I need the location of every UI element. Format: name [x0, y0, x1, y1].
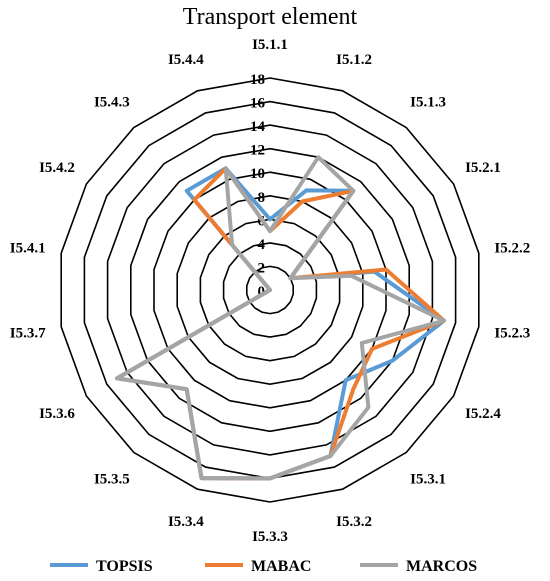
category-label: I5.1.3	[410, 95, 446, 111]
category-label: I5.3.2	[336, 514, 372, 530]
radar-grid	[60, 77, 480, 503]
category-label: I5.3.1	[410, 471, 446, 487]
category-label: I5.4.3	[94, 95, 130, 111]
legend-label: MABAC	[251, 558, 311, 575]
series-lines	[115, 155, 446, 481]
tick-label: 18	[250, 72, 265, 88]
category-label: I5.2.4	[465, 406, 501, 422]
grid-ring	[106, 124, 434, 456]
category-label: I5.3.4	[168, 514, 204, 530]
tick-label: 4	[258, 237, 266, 253]
category-label: I5.2.1	[465, 160, 501, 176]
grid-ring	[60, 77, 480, 503]
legend: TOPSIS MABAC MARCOS	[50, 558, 477, 575]
category-label: I5.3.5	[94, 471, 130, 487]
legend-label: MARCOS	[406, 558, 477, 575]
category-label: I5.4.4	[168, 52, 204, 68]
tick-label: 8	[258, 190, 266, 206]
category-label: I5.4.2	[39, 160, 75, 176]
series-line-marcos	[115, 155, 446, 481]
category-label: I5.2.2	[494, 240, 530, 256]
tick-label: 16	[250, 96, 266, 112]
category-label: I5.4.1	[10, 240, 46, 256]
tick-label: 0	[258, 284, 266, 300]
legend-label: TOPSIS	[96, 558, 153, 575]
category-label: I5.1.2	[336, 52, 372, 68]
grid-ring	[176, 194, 364, 386]
tick-label: 14	[250, 119, 266, 135]
category-labels: I5.1.1 I5.1.2 I5.1.3 I5.2.1 I5.2.2 I5.2.3 I5.2…	[10, 37, 530, 545]
tick-label: 10	[250, 166, 265, 182]
grid-ring	[130, 147, 411, 433]
grid-ring	[199, 218, 341, 362]
tick-label: 2	[258, 260, 266, 276]
category-label: I5.3.3	[252, 529, 288, 545]
category-label: I5.1.1	[252, 37, 288, 53]
chart-title: Transport element	[183, 4, 358, 30]
category-label: I5.2.3	[494, 326, 530, 342]
grid-ring	[153, 171, 387, 409]
tick-label: 12	[250, 143, 265, 159]
category-label: I5.3.6	[39, 406, 75, 422]
category-label: I5.3.7	[10, 326, 46, 342]
grid-ring	[222, 242, 318, 338]
